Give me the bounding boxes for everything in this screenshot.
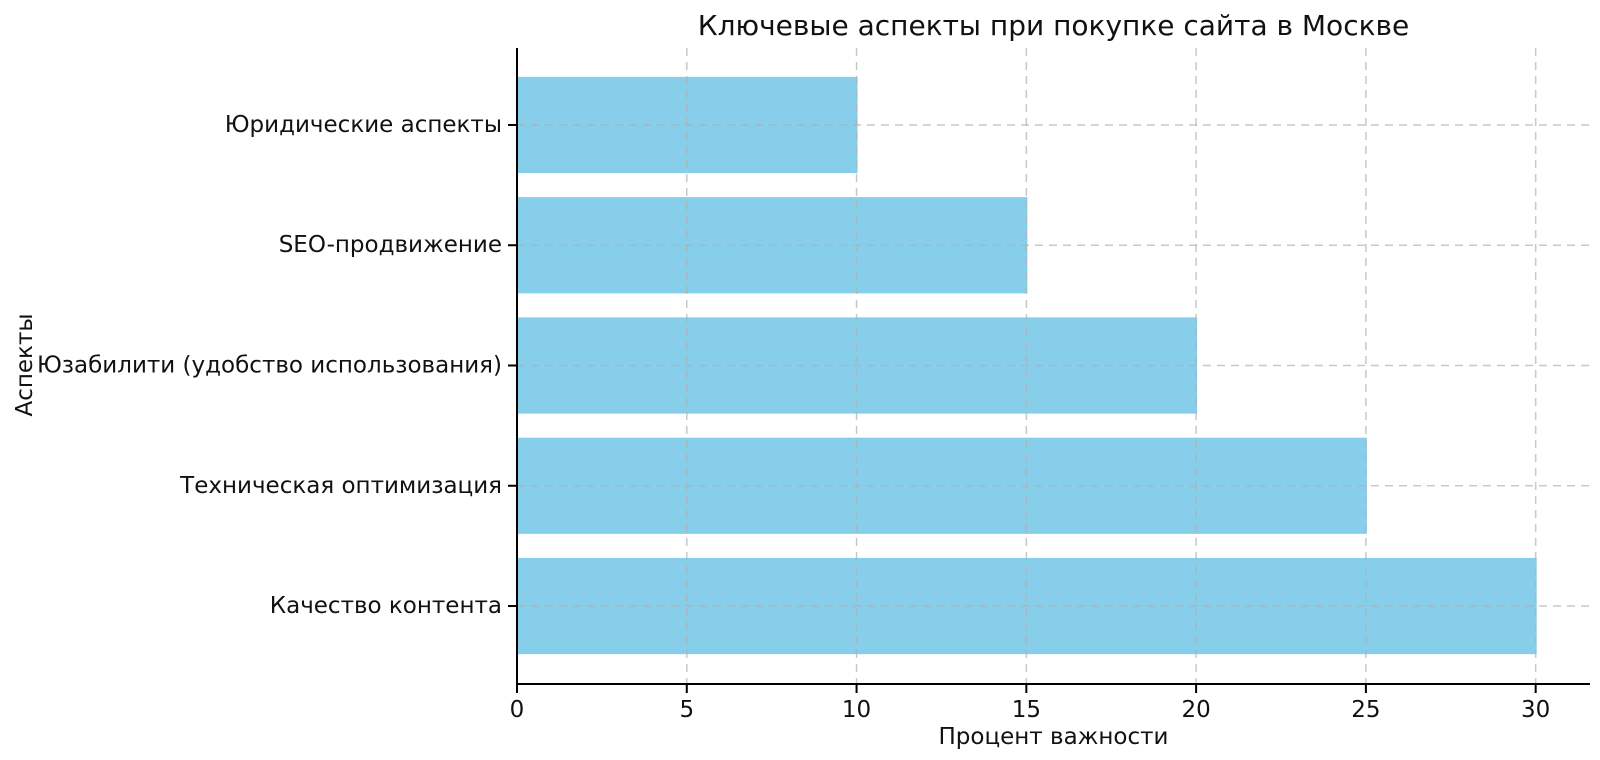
y-tick-label-5: Качество контента bbox=[270, 593, 502, 619]
x-axis-label: Процент важности bbox=[938, 724, 1169, 750]
x-tick-label-0: 0 bbox=[510, 697, 525, 723]
y-tick-label-1: Юридические аспекты bbox=[225, 112, 502, 138]
chart-title: Ключевые аспекты при покупке сайта в Мос… bbox=[697, 9, 1410, 42]
y-tick-label-2: SEO-продвижение bbox=[279, 232, 502, 258]
x-tick-label-20: 20 bbox=[1181, 697, 1210, 723]
x-tick-label-30: 30 bbox=[1521, 697, 1550, 723]
x-tick-label-10: 10 bbox=[842, 697, 871, 723]
x-tick-label-25: 25 bbox=[1351, 697, 1380, 723]
y-tick-label-4: Техническая оптимизация bbox=[179, 473, 502, 499]
x-tick-label-15: 15 bbox=[1012, 697, 1041, 723]
y-tick-label-3: Юзабилити (удобство использования) bbox=[37, 353, 502, 379]
x-tick-label-5: 5 bbox=[679, 697, 694, 723]
